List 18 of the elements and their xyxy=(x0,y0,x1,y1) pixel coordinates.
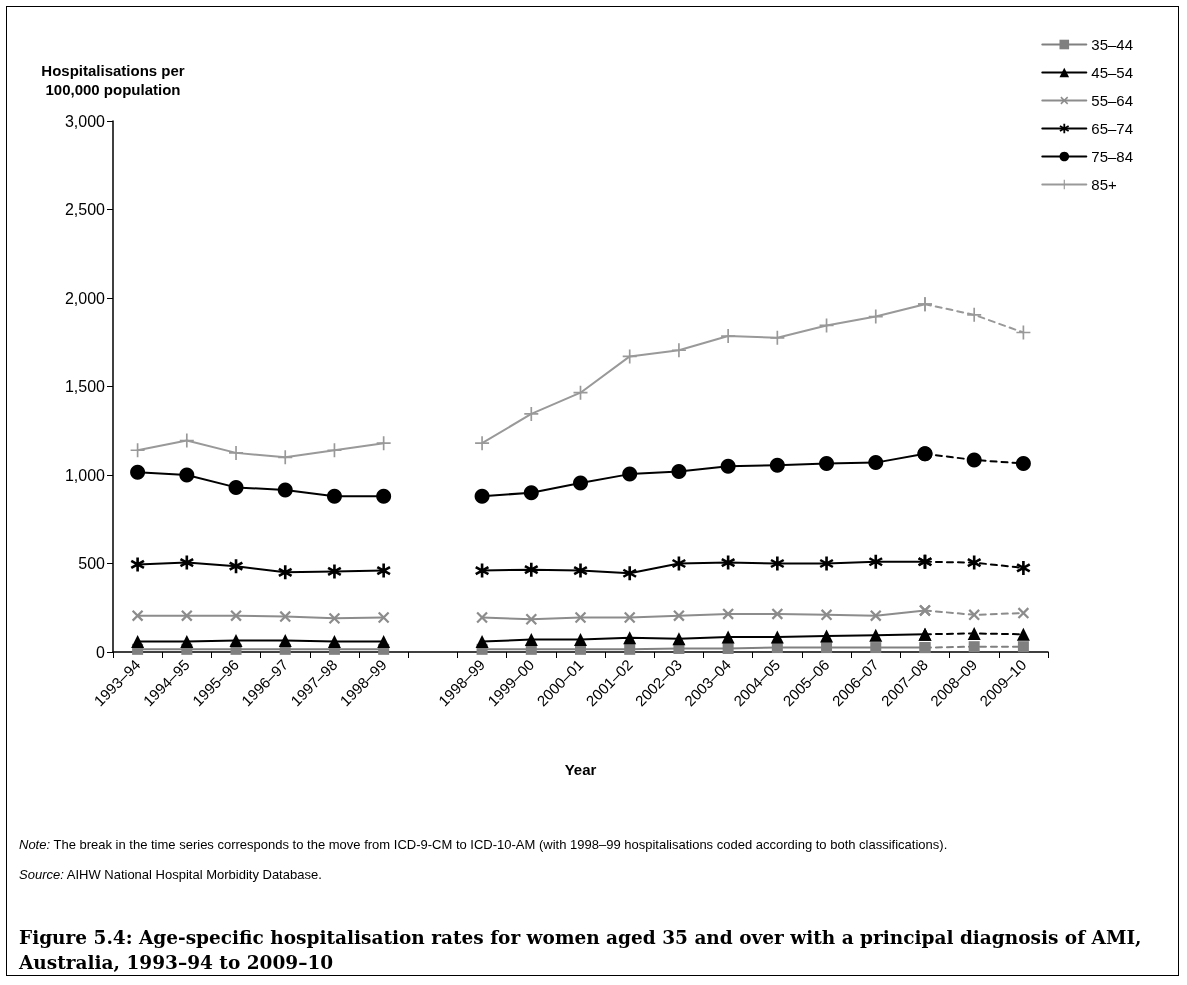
legend-label: 55–64 xyxy=(1091,92,1134,109)
legend-label: 85+ xyxy=(1091,176,1117,193)
legend-label: 35–44 xyxy=(1091,36,1134,53)
y-tick-label: 2,000 xyxy=(64,289,106,307)
y-tick-label: 500 xyxy=(78,555,106,572)
x-axis-title: Year xyxy=(564,761,597,778)
text: Note: The break in the time series corresponds to the move from ICD-9-CM to ICD-10-AM (with 1998–99 hospitalisations coded according to both classifications). xyxy=(19,836,949,854)
y-tick-label: 2,500 xyxy=(64,201,106,218)
legend-label: 75–84 xyxy=(1091,148,1134,165)
text: Figure 5.4: Age-specific hospitalisation rates for women aged 35 and over with a principal diagnosis of AMI, Australia, 1993–94 to 2009–10 xyxy=(19,926,1143,975)
y-tick-label: 0 xyxy=(96,643,106,661)
y-tick-label: 3,000 xyxy=(64,112,106,130)
y-tick-label: 1,000 xyxy=(64,466,106,484)
y-axis-title: Hospitalisations per 100,000 population xyxy=(41,62,185,98)
legend-label: 45–54 xyxy=(1091,64,1134,81)
y-tick-label: 1,500 xyxy=(64,378,106,395)
source-note: Source: AIHW National Hospital Morbidity Database. xyxy=(19,866,323,884)
legend-label: 65–74 xyxy=(1091,120,1134,137)
